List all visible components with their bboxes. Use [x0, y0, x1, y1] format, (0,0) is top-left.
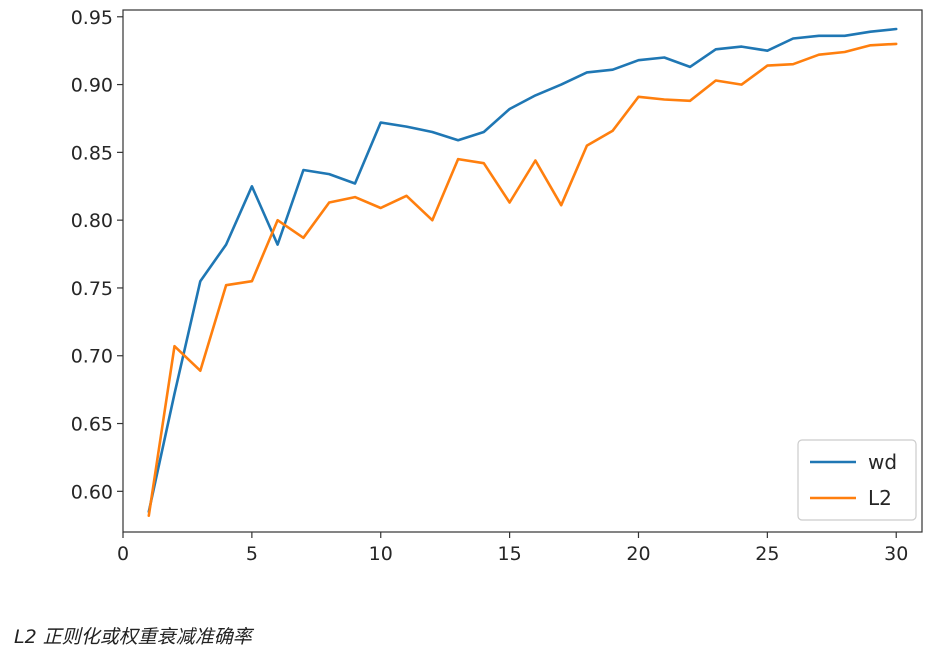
legend-label: wd [868, 450, 897, 474]
y-tick-label: 0.75 [71, 278, 113, 300]
series-line-wd [147, 27, 898, 514]
y-tick-label: 0.80 [71, 210, 113, 232]
x-tick-label: 25 [755, 543, 779, 565]
y-tick-label: 0.70 [71, 346, 113, 368]
x-tick-label: 20 [626, 543, 650, 565]
legend: wd L2 [797, 439, 917, 521]
y-axis: 0.60 0.65 0.70 0.75 0.80 0.85 0.90 0.95 [71, 7, 123, 503]
y-tick-label: 0.95 [71, 7, 113, 29]
line-chart: 0.60 0.65 0.70 0.75 0.80 0.85 0.90 0.95 0 5 10 15 2… [71, 7, 923, 565]
legend-box [797, 439, 917, 521]
y-tick-label: 0.85 [71, 142, 113, 164]
x-tick-label: 5 [246, 543, 258, 565]
y-tick-label: 0.60 [71, 481, 113, 503]
y-tick-label: 0.90 [71, 75, 113, 97]
y-tick-label: 0.65 [71, 414, 113, 436]
x-axis: 0 5 10 15 20 25 30 [117, 532, 908, 565]
legend-label: L2 [868, 486, 892, 510]
x-tick-label: 15 [498, 543, 522, 565]
series-lines [147, 27, 898, 518]
chart-caption: L2 正则化或权重衰减准确率 [14, 626, 252, 648]
x-tick-label: 30 [884, 543, 908, 565]
series-line-l2 [147, 42, 898, 518]
x-tick-label: 10 [369, 543, 393, 565]
x-tick-label: 0 [117, 543, 129, 565]
